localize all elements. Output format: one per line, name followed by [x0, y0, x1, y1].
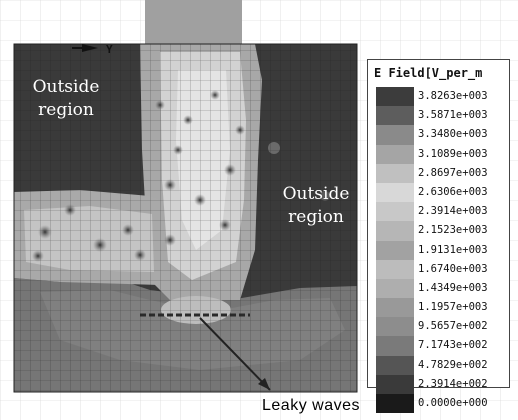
legend-swatch — [376, 374, 414, 394]
legend-swatch — [376, 202, 414, 222]
legend-value: 1.4349e+003 — [418, 281, 488, 294]
legend-value: 7.1743e+002 — [418, 339, 488, 352]
legend-title: E Field[V_per_m — [374, 66, 483, 80]
mesh-grid — [14, 44, 357, 392]
field-legend[interactable]: E Field[V_per_m 3.8263e+003 3.5871e+003 3.… — [367, 59, 510, 414]
outside-region-line: region — [288, 207, 344, 227]
legend-swatch — [376, 125, 414, 145]
legend-value: 3.1089e+003 — [418, 147, 488, 160]
outside-region-label-top: Outside region — [26, 76, 106, 122]
legend-value: 2.3914e+002 — [418, 377, 488, 390]
legend-value: 3.3480e+003 — [418, 128, 488, 141]
legend-swatch — [376, 182, 414, 203]
legend-swatch — [376, 144, 414, 164]
legend-swatch — [376, 87, 414, 107]
feed-strip — [145, 0, 242, 46]
legend-swatch — [376, 278, 414, 299]
legend-value: 9.5657e+002 — [418, 320, 488, 333]
legend-value: 2.3914e+003 — [418, 205, 488, 218]
legend-swatch — [376, 355, 414, 375]
legend-value: 1.1957e+003 — [418, 301, 488, 314]
legend-swatch — [376, 259, 414, 279]
legend-swatch — [376, 106, 414, 126]
axis-y-label: Y — [106, 43, 113, 56]
legend-value: 2.8697e+003 — [418, 166, 488, 179]
outside-region-line: Outside — [32, 77, 100, 97]
legend-swatch — [376, 240, 414, 260]
outside-region-label-right: Outside region — [273, 183, 359, 229]
legend-swatch — [376, 336, 414, 356]
outside-region-line: region — [38, 100, 94, 120]
legend-value: 3.5871e+003 — [418, 109, 488, 122]
legend-swatch — [376, 221, 414, 241]
legend-value: 4.7829e+002 — [418, 358, 488, 371]
legend-swatch — [376, 394, 414, 414]
legend-swatch — [376, 298, 414, 318]
legend-swatch — [376, 317, 414, 337]
legend-value: 1.9131e+003 — [418, 243, 488, 256]
legend-value: 1.6740e+003 — [418, 262, 488, 275]
legend-value: 3.8263e+003 — [418, 90, 488, 102]
legend-value: 2.6306e+003 — [418, 185, 488, 198]
legend-value: 0.0000e+000 — [418, 397, 488, 409]
outside-region-line: Outside — [282, 184, 350, 204]
domain-border — [13, 43, 358, 393]
leaky-waves-label: Leaky waves — [262, 397, 360, 414]
axis-triad — [72, 44, 98, 52]
legend-value: 2.1523e+003 — [418, 224, 488, 237]
legend-swatch — [376, 163, 414, 183]
leaky-waves-arrow — [199, 317, 271, 391]
